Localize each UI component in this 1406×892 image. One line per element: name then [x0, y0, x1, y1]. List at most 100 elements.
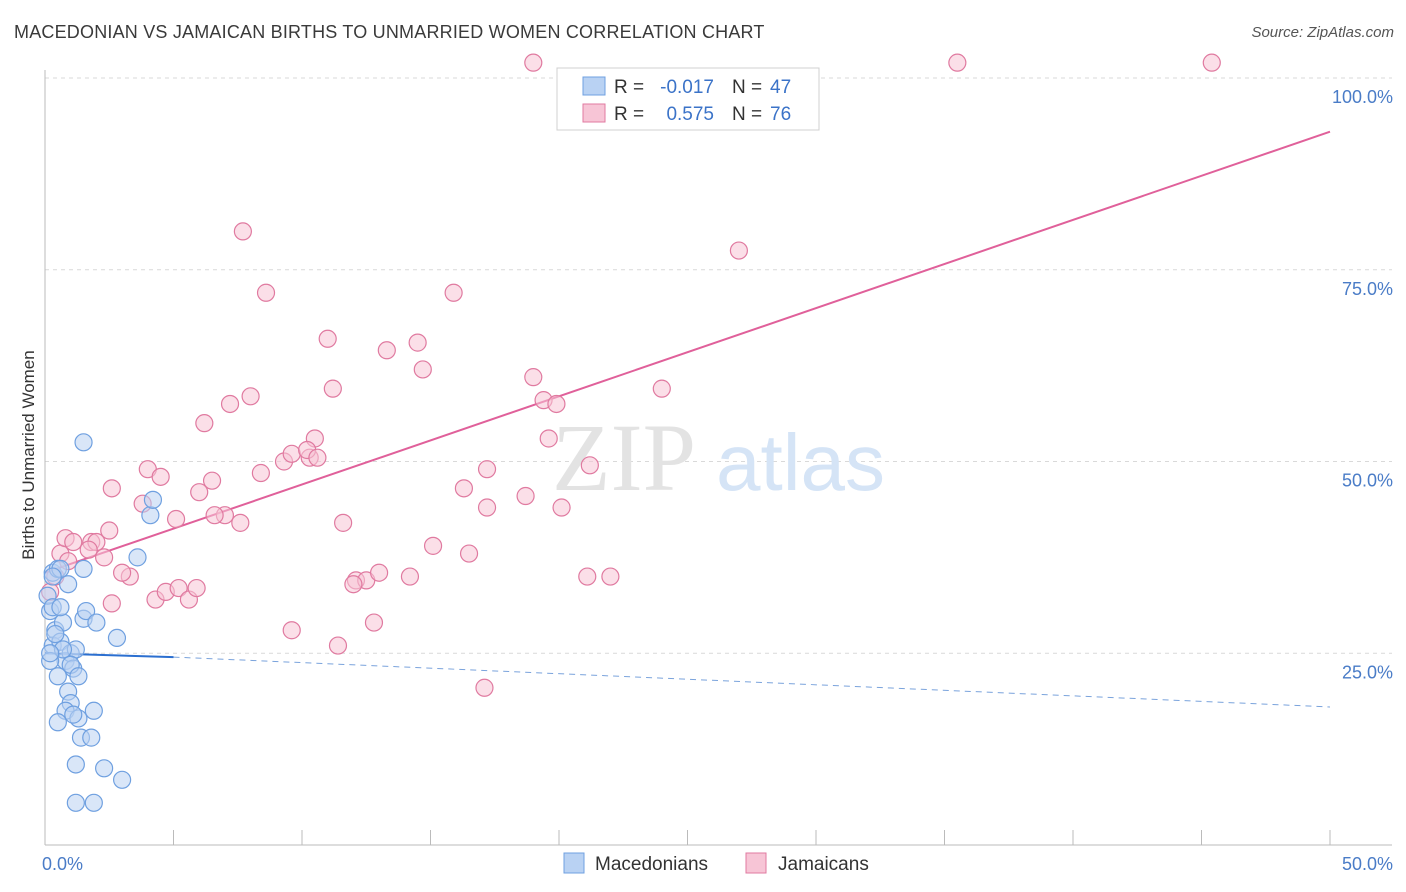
point-macedonians-21: [66, 755, 85, 774]
point-jamaicans-58: [552, 498, 571, 517]
legend-swatch-macedonians: [582, 76, 606, 96]
point-jamaicans-9: [100, 521, 119, 540]
point-macedonians-23: [95, 759, 114, 778]
point-macedonians-43: [51, 598, 70, 617]
point-jamaicans-29: [251, 463, 270, 483]
point-macedonians-32: [74, 433, 93, 452]
point-jamaicans-61: [601, 567, 620, 586]
point-jamaicans-63: [729, 241, 749, 260]
point-jamaicans-75: [344, 575, 363, 594]
point-jamaicans-26: [220, 394, 240, 414]
point-jamaicans-45: [408, 333, 427, 352]
point-jamaicans-66: [1202, 53, 1221, 72]
bottom-legend-swatch-macedonians: [563, 852, 585, 874]
legend-swatch-jamaicans: [582, 103, 606, 123]
trend-line-macedonians-extension: [173, 656, 1331, 708]
y-tick-label-50: 50.0%: [1342, 471, 1393, 491]
point-jamaicans-17: [151, 467, 170, 486]
point-jamaicans-18: [166, 509, 186, 529]
point-jamaicans-46: [413, 360, 432, 379]
point-macedonians-34: [143, 490, 163, 509]
point-jamaicans-38: [334, 513, 353, 532]
point-jamaicans-34: [233, 222, 252, 241]
legend-r-label-2: R =: [614, 104, 644, 125]
legend-n-label-1: N =: [732, 77, 762, 98]
bottom-legend-swatch-jamaicans: [745, 852, 767, 874]
legend-r-label-1: R =: [614, 77, 644, 98]
point-macedonians-30: [74, 559, 93, 578]
point-jamaicans-10: [95, 548, 114, 567]
point-jamaicans-56: [539, 429, 558, 448]
point-jamaicans-8: [79, 540, 98, 559]
point-jamaicans-43: [377, 341, 396, 360]
point-jamaicans-28: [241, 387, 260, 406]
point-jamaicans-24: [202, 471, 222, 490]
point-jamaicans-48: [444, 283, 463, 302]
point-macedonians-42: [69, 667, 88, 686]
point-jamaicans-47: [423, 536, 443, 555]
legend-n-label-2: N =: [732, 104, 762, 125]
y-axis-label: Births to Unmarried Women: [19, 350, 38, 559]
watermark: ZIP atlas: [552, 404, 885, 511]
point-macedonians-31: [87, 613, 106, 632]
point-jamaicans-36: [323, 379, 342, 398]
point-jamaicans-57: [547, 394, 566, 414]
y-tick-label-100: 100.0%: [1332, 87, 1393, 107]
point-jamaicans-37: [318, 329, 337, 348]
point-jamaicans-35: [256, 283, 276, 302]
point-macedonians-29: [107, 628, 127, 648]
source-label: Source: ZipAtlas.com: [1251, 24, 1394, 41]
point-jamaicans-71: [187, 578, 206, 598]
watermark-atlas: atlas: [716, 418, 885, 507]
x-tick-label-0: 0.0%: [42, 854, 83, 874]
point-jamaicans-52: [475, 678, 494, 697]
point-jamaicans-41: [370, 563, 389, 582]
point-jamaicans-68: [282, 621, 301, 640]
x-tick-label-50: 50.0%: [1342, 854, 1393, 874]
point-macedonians-24: [66, 793, 85, 812]
legend-r-value-2: 0.575: [666, 104, 714, 125]
point-jamaicans-54: [524, 368, 543, 387]
grid-lines: [45, 77, 1392, 654]
trend-line-jamaicans: [44, 130, 1331, 574]
point-jamaicans-59: [580, 456, 599, 475]
point-jamaicans-44: [400, 567, 420, 586]
y-tick-label-25: 25.0%: [1342, 662, 1393, 682]
point-jamaicans-72: [112, 563, 132, 582]
point-macedonians-26: [112, 770, 132, 789]
bottom-legend-label-macedonians: Macedonians: [595, 854, 708, 875]
point-jamaicans-53: [516, 486, 535, 506]
point-jamaicans-31: [282, 444, 301, 463]
point-macedonians-8: [59, 575, 78, 594]
series-legend: Macedonians Jamaicans: [563, 852, 869, 875]
point-jamaicans-60: [578, 567, 597, 586]
axes: 25.0% 50.0% 75.0% 100.0% 0.0% 50.0%: [42, 70, 1393, 874]
point-jamaicans-49: [454, 479, 474, 498]
point-jamaicans-12: [102, 479, 121, 498]
point-macedonians-17: [64, 705, 83, 724]
point-jamaicans-65: [948, 53, 967, 72]
point-jamaicans-62: [652, 379, 671, 398]
correlation-legend: R = -0.017 N = 47 R = 0.575 N = 76: [556, 67, 820, 131]
y-tick-label-75: 75.0%: [1342, 279, 1393, 299]
point-jamaicans-73: [205, 506, 224, 525]
point-macedonians-46: [43, 567, 62, 586]
point-macedonians-25: [84, 793, 103, 812]
legend-r-value-1: -0.017: [660, 77, 714, 98]
point-macedonians-22: [84, 701, 103, 720]
data-points: [38, 53, 1221, 812]
point-jamaicans-13: [102, 594, 121, 613]
point-jamaicans-74: [308, 448, 327, 467]
point-jamaicans-64: [524, 53, 543, 72]
point-jamaicans-42: [364, 613, 384, 632]
point-jamaicans-20: [169, 578, 188, 598]
point-jamaicans-67: [328, 636, 348, 655]
watermark-zip: ZIP: [552, 404, 696, 511]
point-jamaicans-22: [190, 483, 209, 502]
point-jamaicans-70: [459, 544, 479, 563]
point-jamaicans-51: [477, 498, 497, 517]
bottom-legend-label-jamaicans: Jamaicans: [778, 854, 869, 875]
legend-n-value-1: 47: [770, 77, 791, 98]
legend-n-value-2: 76: [770, 104, 791, 125]
